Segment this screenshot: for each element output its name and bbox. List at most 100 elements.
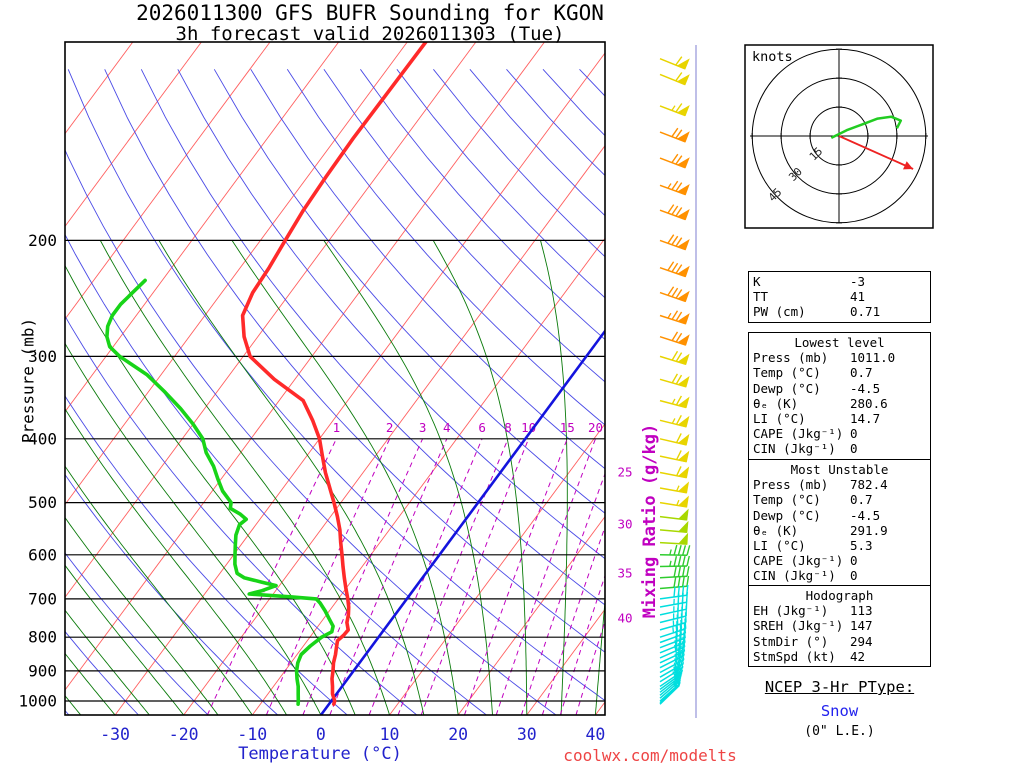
temperature-tick-label: 20 bbox=[448, 725, 468, 744]
stat-row: Temp (°C) 0.7 bbox=[753, 492, 873, 508]
mixing-ratio-value: 2 bbox=[386, 420, 394, 435]
temperature-tick-label: 10 bbox=[380, 725, 400, 744]
wind-barb bbox=[659, 532, 689, 545]
wind-barb-column bbox=[659, 45, 697, 718]
mixing-ratio-line bbox=[559, 574, 605, 715]
wind-barb bbox=[659, 433, 690, 446]
skewt-grid bbox=[65, 42, 605, 715]
wind-barb bbox=[659, 673, 681, 702]
dry-adiabat bbox=[104, 69, 605, 653]
mixing-ratio-value: 35 bbox=[617, 565, 632, 580]
wind-barb bbox=[659, 204, 690, 221]
ptype-value: Snow bbox=[820, 702, 859, 720]
moist-adiabat bbox=[65, 408, 287, 715]
storm-motion-arrowhead bbox=[903, 161, 914, 170]
wind-barb bbox=[659, 450, 690, 463]
wind-barb bbox=[659, 555, 690, 568]
pressure-axis-label: Pressure (mb) bbox=[18, 317, 38, 444]
pressure-tick-label: 400 bbox=[28, 429, 57, 448]
dry-adiabat bbox=[433, 69, 605, 258]
hodograph-trace bbox=[830, 115, 903, 140]
dry-adiabat bbox=[323, 69, 605, 383]
lowest-level-box: Lowest level Press (mb) 1011.0 Temp (°C) 0.7… bbox=[748, 332, 931, 460]
mixing-ratio-line bbox=[265, 438, 391, 715]
wind-barb bbox=[659, 103, 690, 117]
pressure-tick-label: 300 bbox=[28, 347, 57, 366]
stat-row: Dewp (°C) -4.5 bbox=[753, 507, 881, 523]
wind-barb bbox=[659, 481, 690, 494]
temperature-axis-label: Temperature (°C) bbox=[238, 744, 402, 764]
pressure-tick-label: 800 bbox=[28, 628, 57, 647]
temperature-tick-labels: -30 -20 -10 0 10 20 30 40 bbox=[100, 725, 605, 744]
mixing-ratio-value: 15 bbox=[560, 420, 575, 435]
isotherm bbox=[65, 42, 545, 691]
dry-adiabat bbox=[177, 69, 605, 560]
wind-barb bbox=[659, 350, 690, 366]
wind-barb bbox=[659, 72, 690, 86]
stat-row: K -3 bbox=[753, 274, 866, 289]
hodograph-stats-box: Hodograph EH (Jkg⁻¹) 113 SREH (Jkg⁻¹) 147 Stm… bbox=[748, 585, 931, 668]
temperature-tick-label: 30 bbox=[517, 725, 537, 744]
isotherm bbox=[65, 42, 340, 413]
isotherm bbox=[114, 52, 605, 715]
moist-adiabat bbox=[540, 240, 568, 715]
mixing-ratio-line bbox=[495, 438, 596, 715]
wind-barb bbox=[659, 56, 690, 70]
pressure-tick-label: 700 bbox=[28, 589, 57, 608]
stat-row: StmSpd (kt) 42 bbox=[753, 648, 866, 664]
moist-adiabat bbox=[432, 240, 528, 715]
mixing-ratio-line bbox=[329, 438, 448, 715]
pressure-tick-label: 1000 bbox=[18, 692, 57, 711]
mixing-ratio-value: 40 bbox=[617, 611, 632, 626]
wind-barb bbox=[659, 544, 691, 557]
pressure-tick-labels: 200 300 400 500 600 700 800 900 1000 bbox=[18, 231, 57, 711]
mixing-ratio-line bbox=[541, 525, 605, 715]
watermark: coolwx.com/modelts bbox=[563, 746, 737, 765]
mixing-ratio-value: 25 bbox=[617, 465, 632, 480]
stat-row: EH (Jkg⁻¹) 113 bbox=[753, 603, 873, 619]
wind-barb bbox=[659, 495, 689, 508]
ptype-block: NCEP 3-Hr PType: Snow (0" L.E.) bbox=[748, 678, 931, 739]
mixing-ratio-value: 20 bbox=[588, 420, 603, 435]
dry-adiabat bbox=[286, 69, 605, 426]
mixing-ratio-value: 6 bbox=[478, 420, 486, 435]
stats-header: Hodograph bbox=[805, 588, 874, 603]
wind-barb bbox=[659, 127, 690, 143]
wind-barb bbox=[659, 645, 685, 669]
isotherm bbox=[65, 42, 271, 320]
pressure-tick-label: 900 bbox=[28, 661, 57, 680]
stat-row: Press (mb) 1011.0 bbox=[753, 350, 896, 366]
stat-row: LI (°C) 5.3 bbox=[753, 538, 873, 554]
wind-barb bbox=[659, 331, 690, 346]
stat-row: Dewp (°C) -4.5 bbox=[753, 380, 881, 396]
dry-adiabat bbox=[65, 233, 487, 715]
stat-row: StmDir (°) 294 bbox=[753, 633, 873, 649]
dry-adiabat bbox=[65, 473, 279, 715]
stat-row: Press (mb) 782.4 bbox=[753, 477, 888, 493]
ptype-extra: (0" L.E.) bbox=[804, 724, 875, 739]
storm-motion-vector bbox=[838, 135, 914, 170]
wind-barb bbox=[659, 373, 690, 388]
temperature-tick-label: 40 bbox=[585, 725, 605, 744]
wind-barb bbox=[659, 286, 690, 303]
moist-adiabat bbox=[65, 264, 356, 715]
isotherm bbox=[65, 42, 477, 598]
mixing-ratio-line bbox=[463, 438, 568, 715]
moist-adiabat bbox=[158, 240, 425, 715]
dewpoint-profile bbox=[105, 278, 335, 707]
moist-adiabat bbox=[99, 240, 390, 715]
stat-row: Temp (°C) 0.7 bbox=[753, 365, 873, 381]
dry-adiabat bbox=[65, 395, 348, 715]
mixing-ratio-value: 1 bbox=[333, 420, 341, 435]
moist-adiabat bbox=[65, 465, 253, 715]
dry-adiabat bbox=[65, 630, 139, 715]
stat-row: TT 41 bbox=[753, 289, 866, 305]
temperature-profile bbox=[240, 42, 428, 707]
stat-row: θₑ (K) 280.6 bbox=[753, 395, 888, 411]
wind-barb bbox=[659, 575, 690, 590]
pressure-tick-label: 500 bbox=[28, 493, 57, 512]
moist-adiabat bbox=[65, 652, 116, 715]
mixing-ratio-line bbox=[520, 472, 605, 715]
